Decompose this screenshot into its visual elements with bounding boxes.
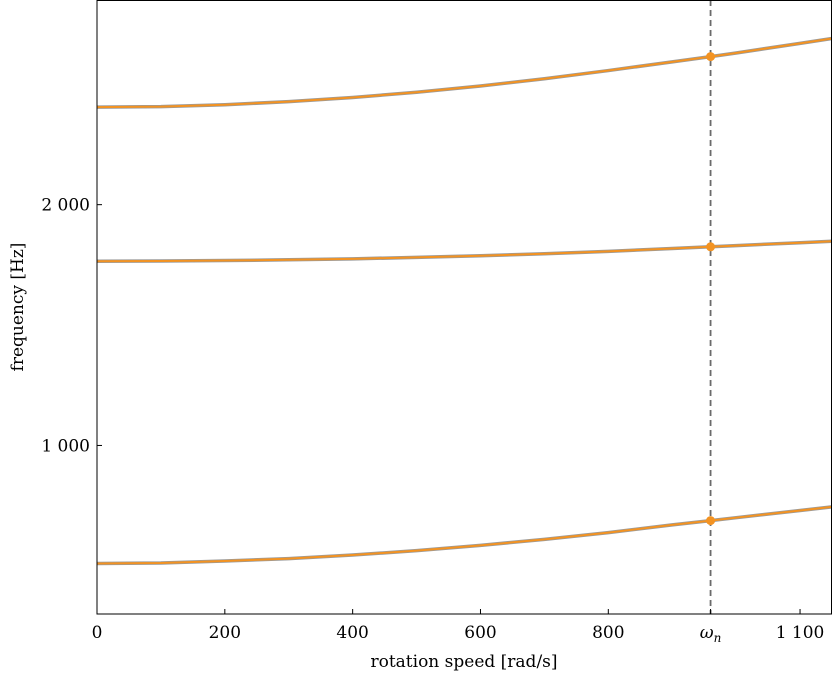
plot-background	[97, 0, 832, 614]
series-2-line	[96, 240, 832, 263]
series-3-line	[96, 37, 832, 109]
intersection-point-3	[706, 52, 716, 62]
series-layer	[96, 36, 832, 566]
y-axis-title: frequency [Hz]	[8, 243, 28, 372]
x-tick-label: 600	[464, 623, 496, 643]
intersection-point-2	[706, 242, 716, 252]
x-axis: 0 200 400 600 800 ωn 1 100	[92, 609, 825, 645]
y-axis: 1 000 2 000	[41, 196, 102, 456]
marker-layer	[706, 0, 716, 614]
y-tick-label: 1 000	[41, 436, 90, 456]
y-tick-label: 2 000	[41, 196, 90, 216]
x-tick-label: 400	[336, 623, 368, 643]
intersection-point-1	[706, 516, 716, 526]
x-tick-label: ωn	[700, 623, 722, 645]
x-tick-label: 200	[209, 623, 241, 643]
x-tick-label: 1 100	[776, 623, 825, 643]
series-1-line	[96, 505, 832, 565]
x-tick-label: 0	[92, 623, 103, 643]
x-axis-title: rotation speed [rad/s]	[370, 652, 557, 672]
x-tick-label: 800	[592, 623, 624, 643]
